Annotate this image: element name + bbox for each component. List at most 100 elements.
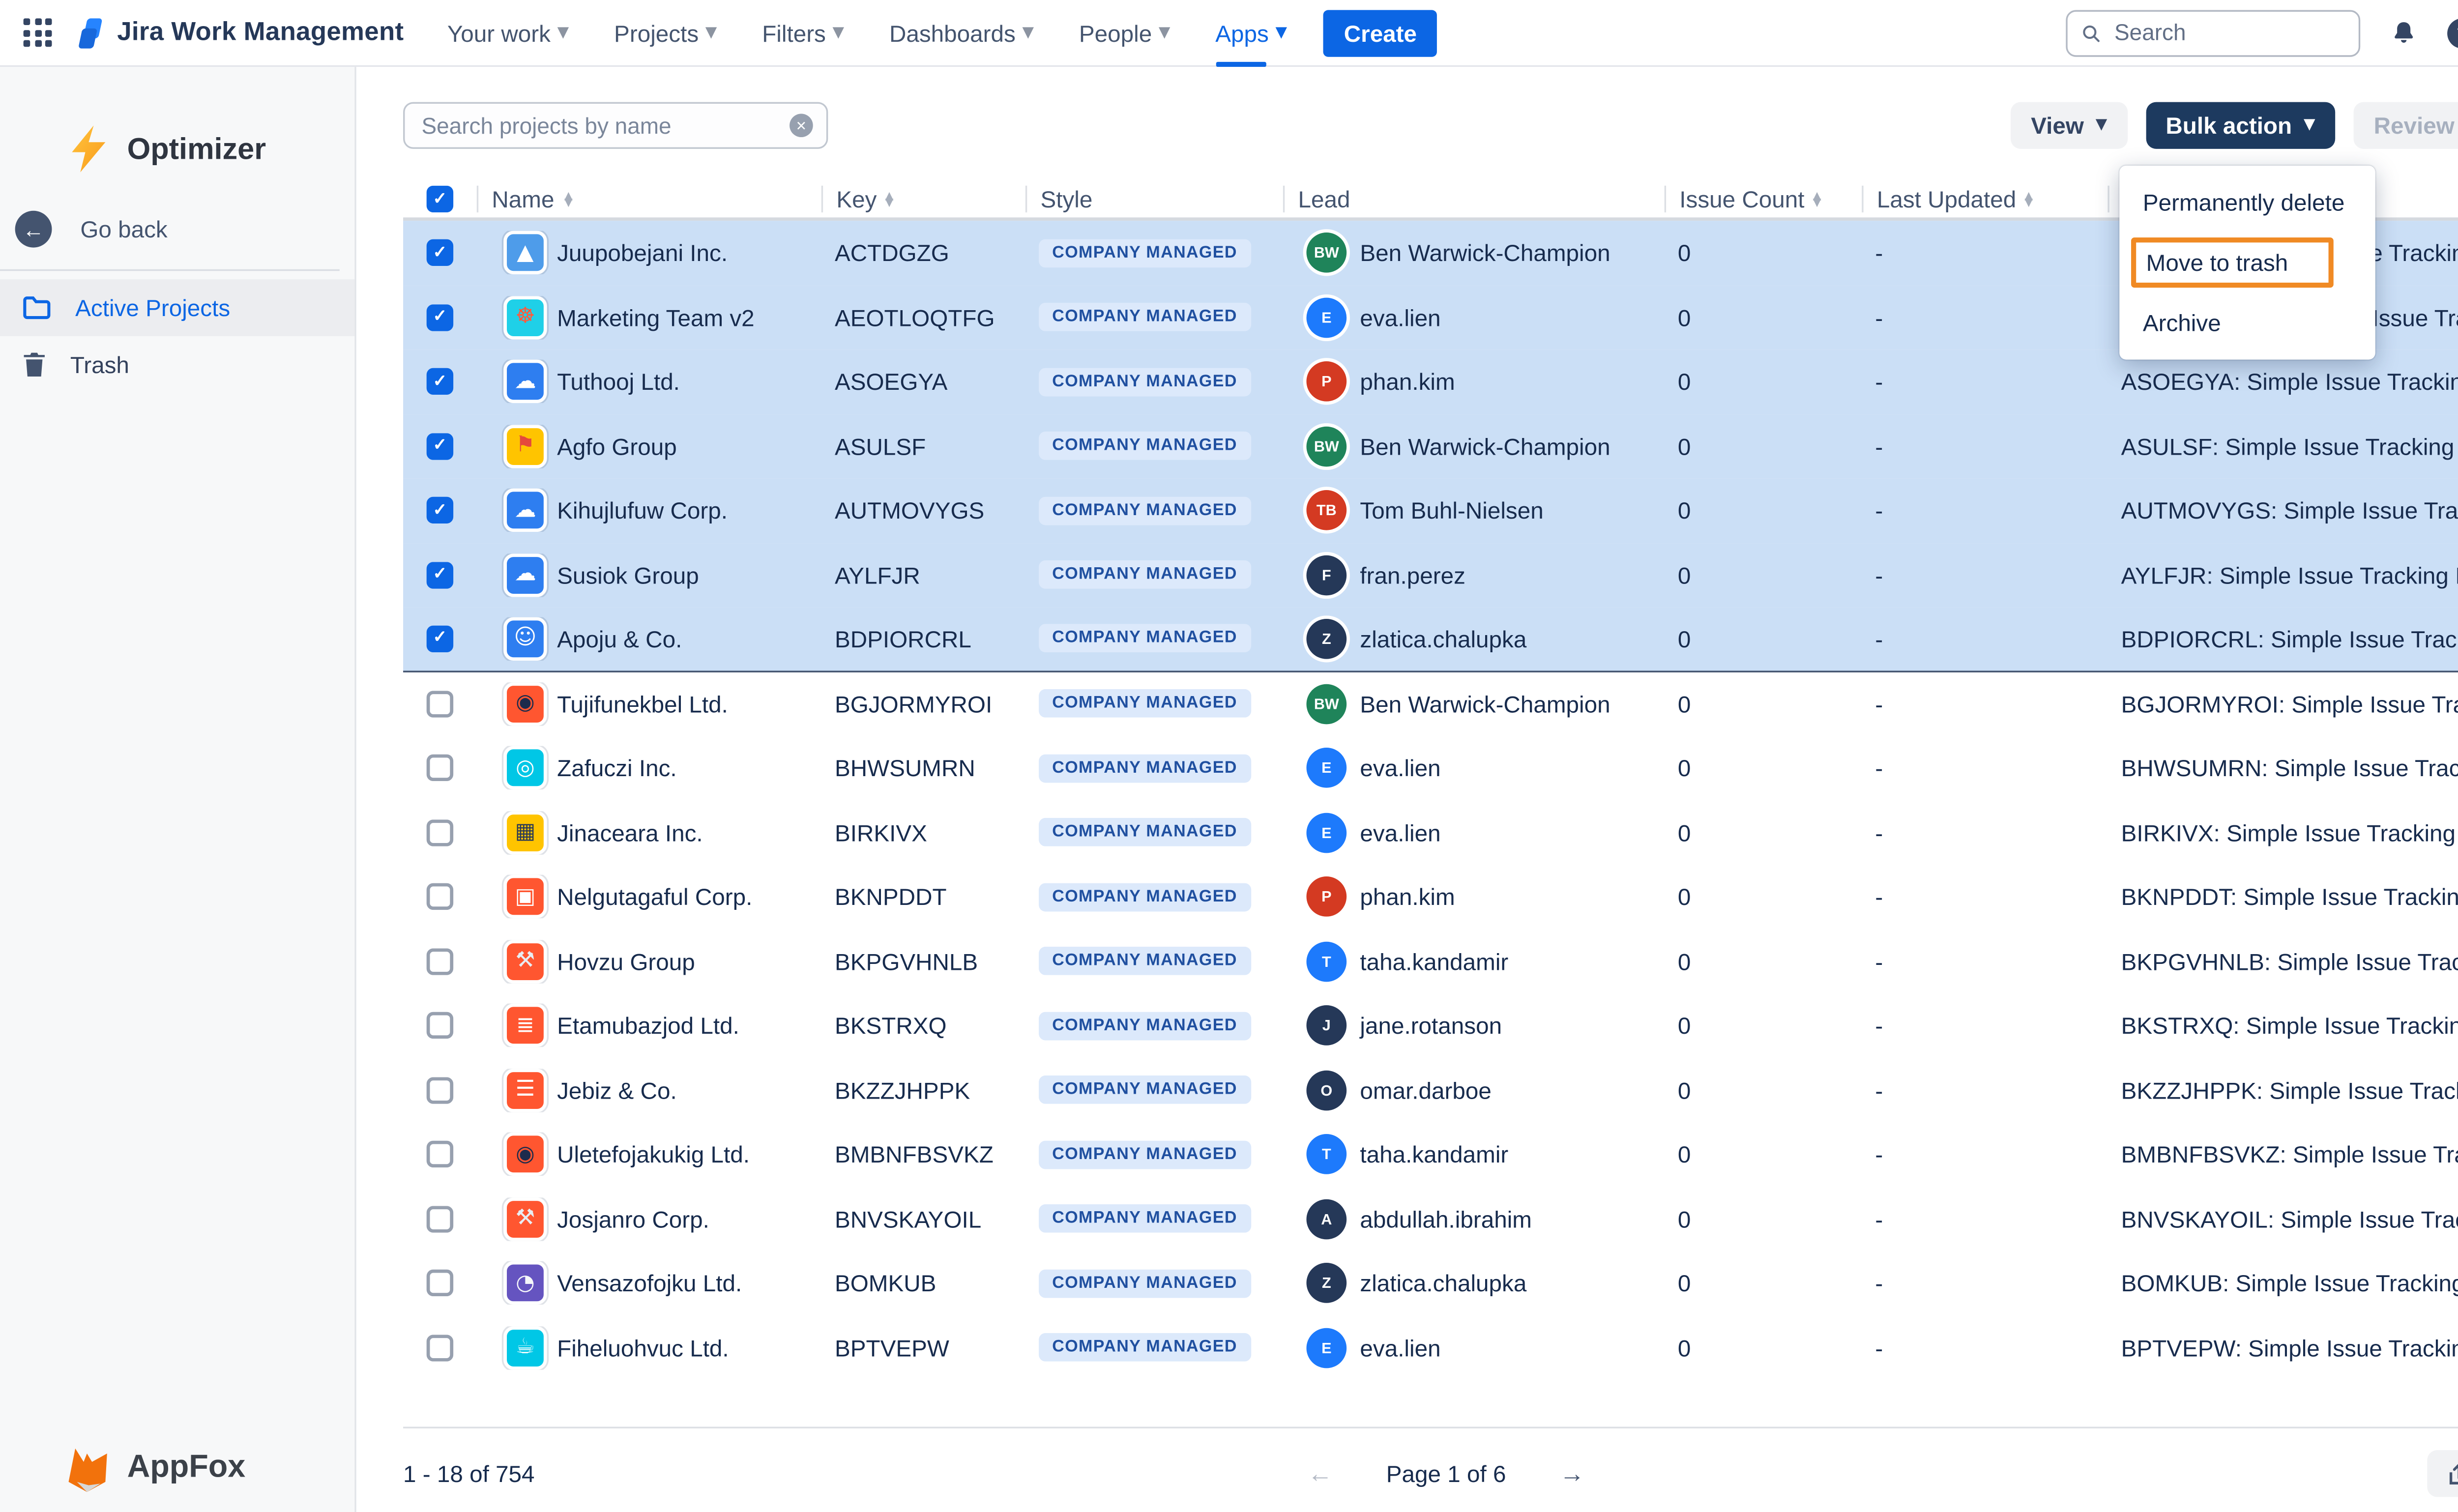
row-checkbox[interactable]: ✓ [426,1270,454,1297]
vinyl-icon: ◉ [503,682,547,726]
lead-avatar: T [1303,1131,1350,1178]
next-page-arrow-icon[interactable]: → [1559,1459,1585,1488]
help-icon[interactable]: ? [2447,17,2458,48]
menu-item-archive[interactable]: Archive [2142,309,2221,336]
table-row[interactable]: ✓ ⚒ Josjanro Corp. BNVSKAYOIL COMPANY MA… [403,1187,2458,1251]
global-search-input[interactable] [2111,18,2345,47]
sort-icon[interactable]: ▲ ▼ [2024,188,2033,209]
sort-icon[interactable]: ▲ ▼ [564,188,573,209]
project-name[interactable]: Jinaceara Inc. [557,819,703,846]
row-checkbox[interactable]: ✓ [426,239,454,266]
row-checkbox[interactable]: ✓ [426,690,454,717]
row-checkbox[interactable]: ✓ [426,883,454,910]
search-icon [2083,25,2100,41]
column-header-last-updated[interactable]: Last Updated ▲ ▼ [1862,185,2107,213]
nav-apps[interactable]: Apps ▼ [1215,0,1287,66]
row-checkbox[interactable]: ✓ [426,625,454,652]
table-row[interactable]: ✓ ☺ Apoju & Co. BDPIORCRL COMPANY MANAGE… [403,607,2458,672]
column-header-name[interactable]: Name ▲ ▼ [476,185,821,213]
project-name[interactable]: Susiok Group [557,561,699,588]
row-checkbox[interactable]: ✓ [426,1141,454,1168]
project-name[interactable]: Tuthooj Ltd. [557,368,680,395]
project-search-input[interactable] [418,111,790,140]
row-checkbox[interactable]: ✓ [426,948,454,975]
table-row[interactable]: ✓ ☁ Tuthooj Ltd. ASOEGYA COMPANY MANAGED… [403,349,2458,414]
column-header-key[interactable]: Key ▲ ▼ [821,185,1025,213]
table-row[interactable]: ✓ ☰ Jebiz & Co. BKZZJHPPK COMPANY MANAGE… [403,1058,2458,1122]
sort-icon[interactable]: ▲ ▼ [1813,188,1821,209]
jira-brand[interactable]: Jira Work Management [75,17,404,48]
column-header-issue-count[interactable]: Issue Count ▲ ▼ [1664,185,1862,213]
notifications-bell-icon[interactable] [2389,18,2419,48]
project-name[interactable]: Zafuczi Inc. [557,755,677,782]
project-name[interactable]: Fiheluohvuc Ltd. [557,1334,729,1361]
row-checkbox[interactable]: ✓ [426,819,454,846]
nav-filters[interactable]: Filters ▼ [762,19,845,46]
nav-your-work[interactable]: Your work ▼ [447,19,569,46]
table-row[interactable]: ✓ ☕ Fiheluohvuc Ltd. BPTVEPW COMPANY MAN… [403,1315,2458,1380]
table-row[interactable]: ✓ ▦ Jinaceara Inc. BIRKIVX COMPANY MANAG… [403,800,2458,865]
row-checkbox[interactable]: ✓ [426,1334,454,1361]
create-button[interactable]: Create [1323,9,1437,56]
row-checkbox[interactable]: ✓ [426,1012,454,1039]
table-row[interactable]: ✓ ⚑ Agfo Group ASULSF COMPANY MANAGED BW… [403,414,2458,479]
row-checkbox[interactable]: ✓ [426,755,454,782]
project-name[interactable]: Tujifunekbel Ltd. [557,690,728,717]
row-checkbox[interactable]: ✓ [426,433,454,460]
sidebar-item-trash[interactable]: Trash [0,336,354,393]
result-range: 1 - 18 of 754 [403,1460,535,1487]
app-switcher-icon[interactable] [23,18,52,47]
project-name[interactable]: Apoju & Co. [557,625,682,652]
project-key: ASULSF [834,433,926,460]
table-row[interactable]: ✓ ◔ Vensazofojku Ltd. BOMKUB COMPANY MAN… [403,1251,2458,1315]
project-name[interactable]: Vensazofojku Ltd. [557,1270,742,1297]
table-row[interactable]: ✓ ◉ Uletefojakukig Ltd. BMBNFBSVKZ COMPA… [403,1122,2458,1187]
project-name[interactable]: Uletefojakukig Ltd. [557,1141,750,1168]
row-checkbox[interactable]: ✓ [426,561,454,588]
style-badge: COMPANY MANAGED [1039,496,1251,525]
row-checkbox[interactable]: ✓ [426,1205,454,1232]
project-description: BNVSKAYOIL: Simple Issue Tracki... [2121,1205,2458,1232]
sidebar-item-active-projects[interactable]: Active Projects [0,279,355,336]
project-name[interactable]: Agfo Group [557,433,677,460]
table-row[interactable]: ✓ ☁ Kihujlufuw Corp. AUTMOVYGS COMPANY M… [403,478,2458,543]
row-checkbox[interactable]: ✓ [426,1076,454,1104]
view-button[interactable]: View ▼ [2011,102,2128,149]
table-row[interactable]: ✓ ☁ Susiok Group AYLFJR COMPANY MANAGED … [403,543,2458,608]
table-row[interactable]: ✓ ▲ Juupobejani Inc. ACTDGZG COMPANY MAN… [403,221,2458,286]
table-row[interactable]: ✓ ⚒ Hovzu Group BKPGVHNLB COMPANY MANAGE… [403,929,2458,993]
project-name[interactable]: Nelgutagaful Corp. [557,883,753,910]
previous-page-arrow-icon[interactable]: ← [1307,1459,1333,1488]
menu-item-permanently-delete[interactable]: Permanently delete [2142,189,2345,216]
row-checkbox[interactable]: ✓ [426,368,454,395]
project-name[interactable]: Juupobejani Inc. [557,239,728,266]
bulk-action-button[interactable]: Bulk action ▼ [2145,102,2336,149]
review-changes-button: Review changes [2353,102,2458,149]
issue-count: 0 [1677,690,1691,717]
table-row[interactable]: ✓ ≣ Etamubazjod Ltd. BKSTRXQ COMPANY MAN… [403,993,2458,1058]
go-back-button[interactable]: ← Go back [15,210,355,248]
project-name[interactable]: Josjanro Corp. [557,1205,709,1232]
table-row[interactable]: ✓ ▣ Nelgutagaful Corp. BKNPDDT COMPANY M… [403,865,2458,929]
sort-icon[interactable]: ▲ ▼ [885,188,894,209]
row-checkbox[interactable]: ✓ [426,497,454,524]
table-row[interactable]: ✓ ◎ Zafuczi Inc. BHWSUMRN COMPANY MANAGE… [403,736,2458,800]
menu-item-move-to-trash[interactable]: Move to trash [2119,231,2375,294]
main-content: ✕ View▼ Bulk action▼ Review changes ✓ Na… [356,67,2458,1512]
project-name[interactable]: Etamubazjod Ltd. [557,1012,739,1039]
nav-projects[interactable]: Projects ▼ [614,19,717,46]
nav-dashboards[interactable]: Dashboards ▼ [889,19,1034,46]
select-all-checkbox[interactable]: ✓ [426,185,454,213]
global-search[interactable] [2066,9,2361,56]
project-name[interactable]: Marketing Team v2 [557,304,755,331]
project-name[interactable]: Jebiz & Co. [557,1076,677,1104]
export-button[interactable]: Export [2427,1450,2458,1497]
project-search[interactable]: ✕ [403,102,828,149]
nav-people[interactable]: People ▼ [1079,19,1170,46]
project-name[interactable]: Hovzu Group [557,948,695,975]
clear-search-icon[interactable]: ✕ [790,114,813,138]
row-checkbox[interactable]: ✓ [426,304,454,331]
project-name[interactable]: Kihujlufuw Corp. [557,497,728,524]
table-row[interactable]: ✓ ◉ Tujifunekbel Ltd. BGJORMYROI COMPANY… [403,671,2458,736]
